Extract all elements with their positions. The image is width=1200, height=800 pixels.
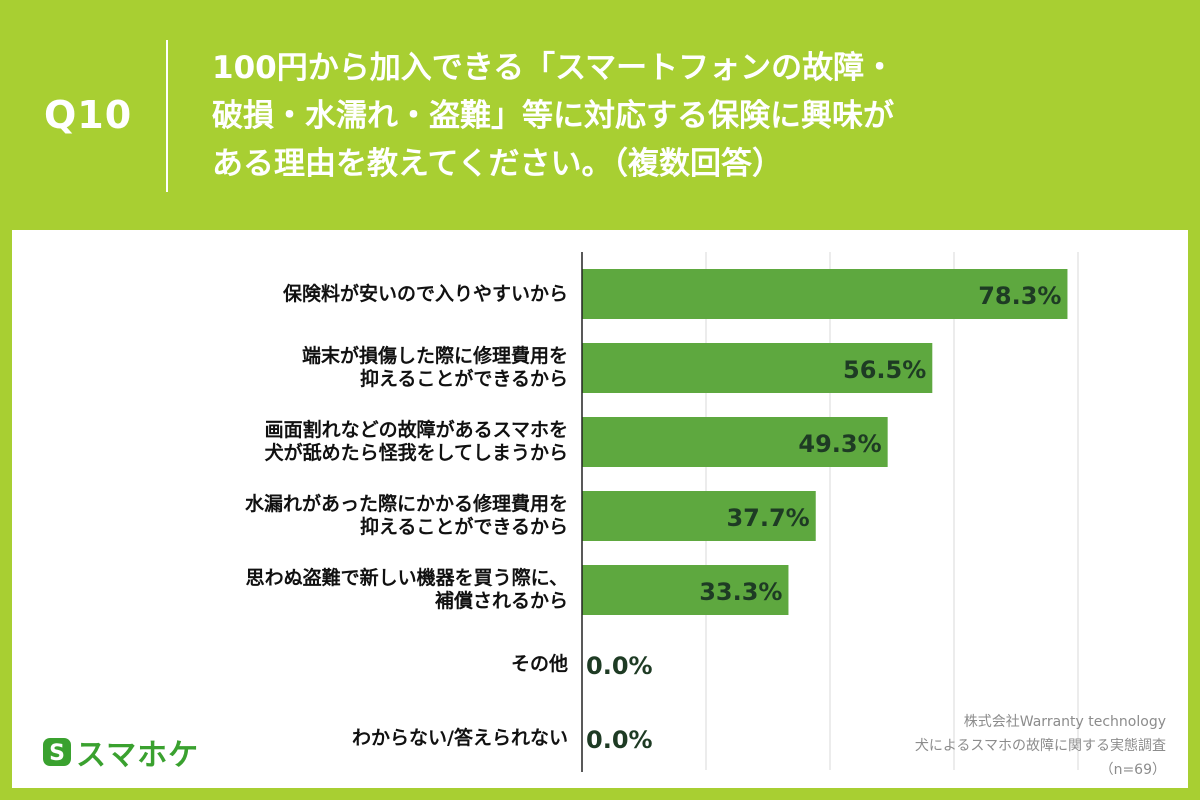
logo-mark-letter: S — [49, 741, 65, 766]
category-label-3-line-2: 犬が舐めたら怪我をしてしまうから — [264, 442, 568, 464]
smahoke-logo-icon: S — [43, 738, 71, 766]
category-label-4: 水漏れがあった際にかかる修理費用を 抑えることができるから — [245, 493, 568, 539]
category-label-4-line-2: 抑えることができるから — [359, 516, 568, 538]
category-label-1-line-1: 保険料が安いので入りやすいから — [282, 282, 568, 305]
question-line-2: 破損・水濡れ・盗難」等に対応する保険に興味が — [212, 98, 894, 134]
category-label-4-line-1: 水漏れがあった際にかかる修理費用を — [244, 493, 568, 515]
source-line-1: 株式会社Warranty technology — [963, 714, 1166, 730]
category-label-5-line-1: 思わぬ盗難で新しい機器を買う際に、 — [245, 567, 568, 589]
question-number: Q10 — [44, 93, 133, 137]
bar-5 — [582, 565, 789, 615]
source-note: 株式会社Warranty technology 犬によるスマホの故障に関する実態… — [915, 710, 1166, 782]
brand-logo: S スマホケ — [42, 730, 199, 774]
category-label-3-line-1: 画面割れなどの故障があるスマホを — [264, 419, 568, 441]
category-label-2-line-1: 端末が損傷した際に修理費用を — [301, 345, 568, 367]
question-text: 100円から加入できる「スマートフォンの故障・ 破損・水濡れ・盗難」等に対応する… — [212, 44, 1172, 188]
category-label-2-line-2: 抑えることができるから — [359, 368, 568, 390]
bar-2 — [582, 343, 933, 393]
value-label-2: 56.5% — [843, 356, 926, 384]
category-label-5: 思わぬ盗難で新しい機器を買う際に、 補償されるから — [246, 567, 568, 613]
bar-3 — [582, 417, 888, 467]
category-label-7-line-1: わからない/答えられない — [352, 726, 568, 749]
value-label-6: 0.0% — [586, 652, 653, 680]
question-line-3: ある理由を教えてください。（複数回答） — [212, 146, 784, 182]
bar-4 — [582, 491, 816, 541]
category-label-6: その他 — [511, 653, 568, 676]
value-label-3: 49.3% — [798, 430, 881, 458]
value-label-1: 78.3% — [978, 282, 1061, 310]
category-label-1: 保険料が安いので入りやすいから — [283, 283, 568, 306]
category-label-3: 画面割れなどの故障があるスマホを 犬が舐めたら怪我をしてしまうから — [265, 419, 568, 465]
category-label-2: 端末が損傷した際に修理費用を 抑えることができるから — [302, 345, 568, 391]
logo-name: スマホケ — [76, 738, 200, 773]
chart-panel: 78.3% 56.5% 49.3% 37.7% 33.3% 0.0% 0.0% 保険料が安い… — [12, 230, 1188, 788]
category-label-6-line-1: その他 — [510, 652, 568, 675]
value-label-4: 37.7% — [726, 504, 809, 532]
bar-chart: 78.3% 56.5% 49.3% 37.7% 33.3% 0.0% 0.0% — [581, 252, 1079, 772]
header: Q10 100円から加入できる「スマートフォンの故障・ 破損・水濡れ・盗難」等に… — [0, 0, 1200, 230]
source-line-3: （n=69） — [1099, 762, 1166, 778]
category-label-7: わからない/答えられない — [352, 727, 568, 750]
bar-1 — [582, 269, 1068, 319]
header-divider — [166, 40, 168, 192]
value-label-7: 0.0% — [586, 726, 653, 754]
question-line-1: 100円から加入できる「スマートフォンの故障・ — [212, 50, 896, 86]
source-line-2: 犬によるスマホの故障に関する実態調査 — [914, 738, 1166, 754]
value-label-5: 33.3% — [699, 578, 782, 606]
category-label-5-line-2: 補償されるから — [434, 590, 568, 612]
